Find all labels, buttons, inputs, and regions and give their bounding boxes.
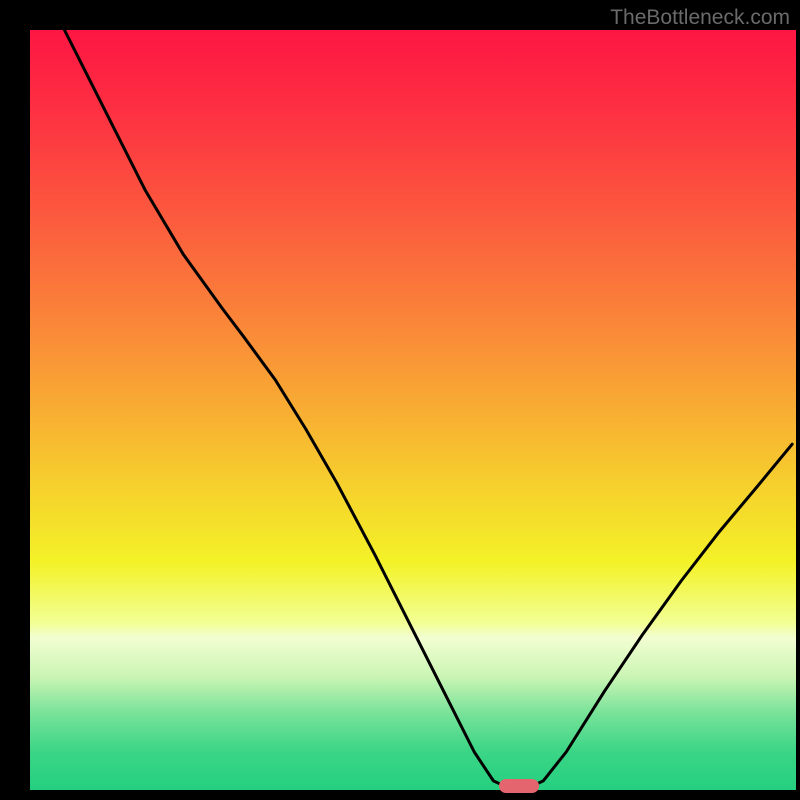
watermark-text: TheBottleneck.com: [610, 6, 790, 30]
bottleneck-chart: TheBottleneck.com: [0, 0, 800, 800]
curve-polyline: [64, 30, 792, 786]
optimal-zone-marker: [499, 779, 539, 793]
plot-area: [30, 30, 796, 790]
bottleneck-curve: [30, 30, 796, 790]
